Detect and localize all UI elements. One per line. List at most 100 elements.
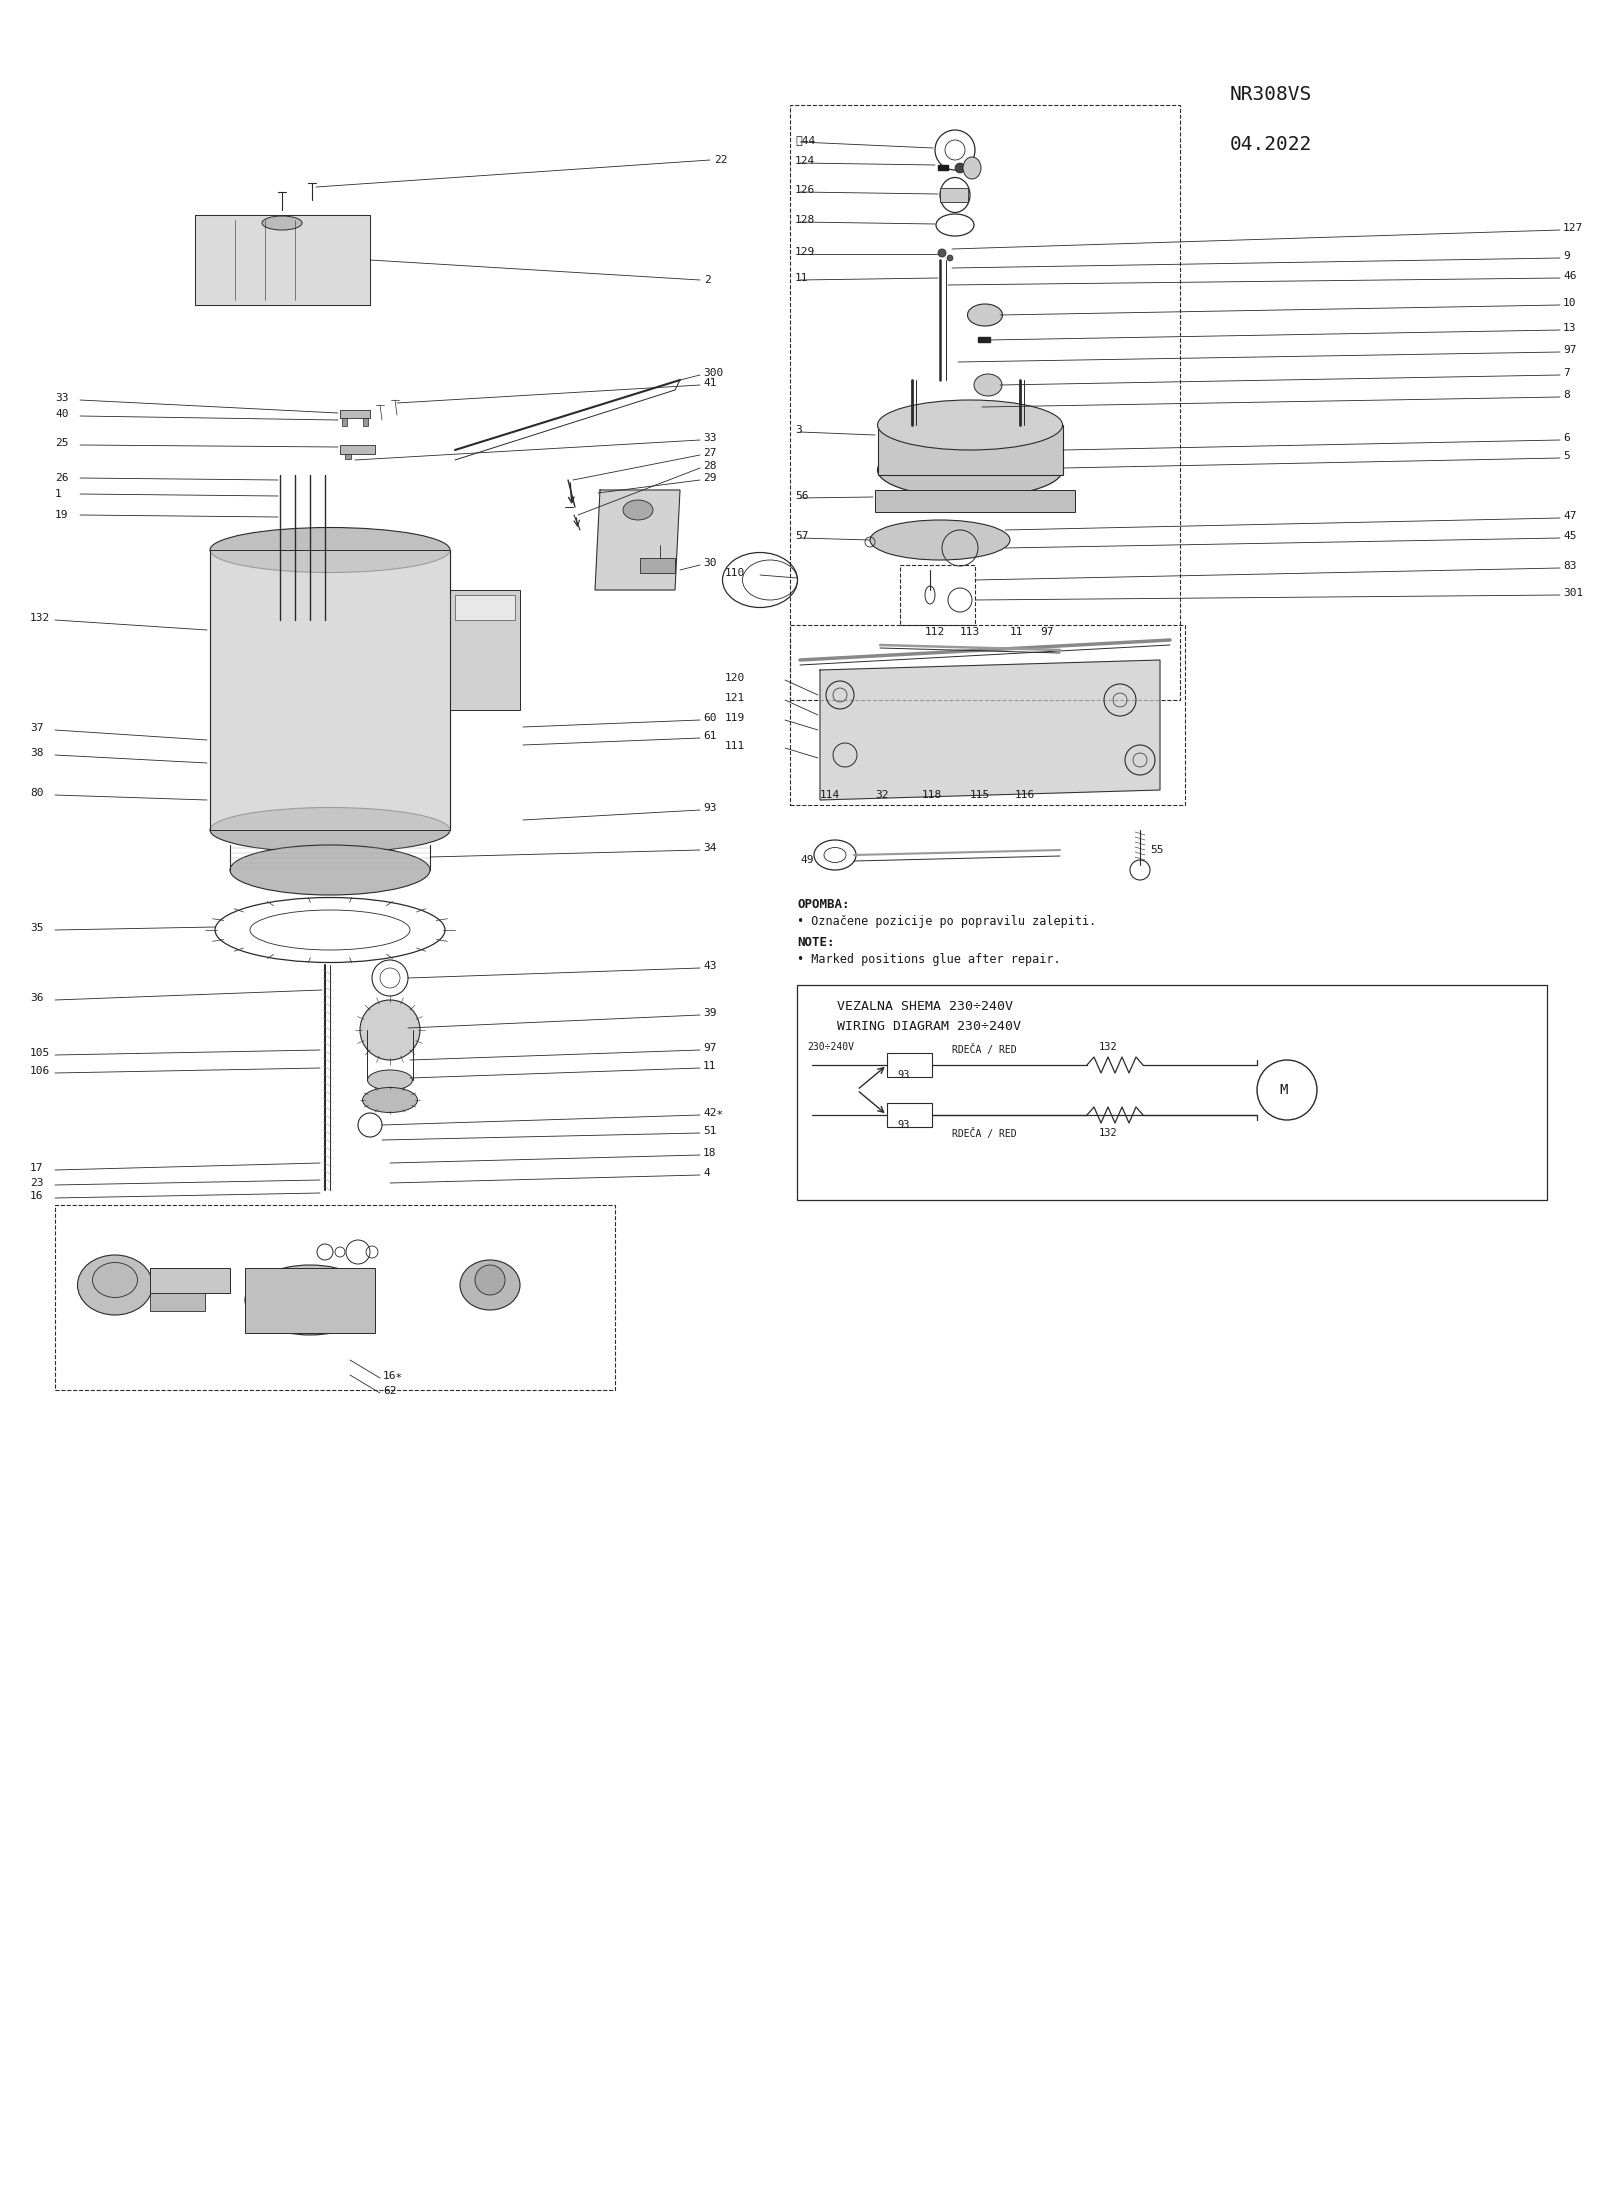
Text: 132: 132 (30, 614, 50, 623)
Bar (150, 1294, 205, 1312)
Text: 35: 35 (30, 923, 43, 934)
Text: 97: 97 (702, 1042, 717, 1053)
Text: 51: 51 (702, 1126, 717, 1135)
Ellipse shape (363, 1089, 418, 1113)
Polygon shape (210, 550, 450, 830)
Text: 57: 57 (795, 530, 808, 541)
Text: 49: 49 (800, 854, 813, 866)
Ellipse shape (262, 216, 302, 230)
Bar (640, 559, 675, 574)
Text: 128: 128 (795, 214, 816, 225)
Text: 120: 120 (725, 673, 746, 682)
Text: 132: 132 (1099, 1042, 1118, 1051)
Text: 17: 17 (30, 1164, 43, 1172)
Text: 04.2022: 04.2022 (1230, 135, 1312, 155)
Ellipse shape (622, 499, 653, 521)
Polygon shape (595, 490, 680, 590)
Text: 127: 127 (1563, 223, 1584, 234)
Ellipse shape (77, 1254, 152, 1316)
Ellipse shape (210, 528, 450, 572)
Text: 16: 16 (30, 1190, 43, 1201)
Ellipse shape (210, 808, 450, 852)
Ellipse shape (877, 400, 1062, 450)
Text: 37: 37 (30, 722, 43, 733)
Text: 93: 93 (898, 1119, 909, 1130)
Text: 110: 110 (725, 567, 746, 578)
Text: 11: 11 (795, 274, 808, 283)
Bar (875, 490, 1075, 512)
Ellipse shape (245, 1265, 374, 1336)
Text: 80: 80 (30, 788, 43, 797)
Text: 93: 93 (702, 804, 717, 813)
Text: 40: 40 (54, 408, 69, 420)
Text: 60: 60 (702, 713, 717, 722)
Text: VEZALNA SHEMA 230÷240V: VEZALNA SHEMA 230÷240V (837, 1000, 1013, 1013)
Text: 132: 132 (1099, 1128, 1118, 1137)
Text: 118: 118 (922, 790, 942, 799)
Polygon shape (978, 338, 990, 342)
Text: 300: 300 (702, 369, 723, 378)
Bar (790, 106, 1181, 700)
Ellipse shape (475, 1265, 506, 1296)
Text: RDEČA / RED: RDEČA / RED (952, 1044, 1016, 1055)
Ellipse shape (360, 1000, 419, 1060)
Text: 11: 11 (1010, 627, 1024, 636)
Text: 116: 116 (1014, 790, 1035, 799)
Text: WIRING DIAGRAM 230÷240V: WIRING DIAGRAM 230÷240V (837, 1020, 1021, 1033)
Bar (878, 424, 1062, 475)
Bar (899, 565, 974, 625)
Polygon shape (819, 660, 1160, 799)
Text: 36: 36 (30, 994, 43, 1002)
Polygon shape (938, 166, 947, 170)
Ellipse shape (968, 305, 1003, 327)
Polygon shape (974, 404, 986, 411)
Text: 230÷240V: 230÷240V (806, 1042, 854, 1051)
Text: 83: 83 (1563, 561, 1576, 572)
Text: 26: 26 (54, 473, 69, 484)
Bar (54, 1206, 614, 1391)
Text: 27: 27 (702, 448, 717, 457)
Ellipse shape (870, 521, 1010, 561)
Text: 47: 47 (1563, 510, 1576, 521)
Text: 106: 106 (30, 1066, 50, 1075)
Circle shape (955, 163, 965, 172)
Text: 121: 121 (725, 693, 746, 702)
Text: 33: 33 (54, 393, 69, 404)
Text: 113: 113 (960, 627, 981, 636)
Text: NOTE:: NOTE: (797, 936, 835, 949)
Polygon shape (195, 214, 370, 305)
Text: 18: 18 (702, 1148, 717, 1157)
Text: 28: 28 (702, 461, 717, 470)
Text: 25: 25 (54, 437, 69, 448)
Text: • Marked positions glue after repair.: • Marked positions glue after repair. (797, 954, 1061, 967)
Text: 16∗: 16∗ (382, 1371, 403, 1380)
Text: 42∗: 42∗ (702, 1108, 723, 1117)
Circle shape (938, 250, 946, 256)
Text: 105: 105 (30, 1049, 50, 1058)
Text: 46: 46 (1563, 272, 1576, 280)
Text: 2: 2 (704, 276, 710, 285)
Ellipse shape (368, 1071, 413, 1091)
Bar (150, 1267, 230, 1294)
Text: RDEČA / RED: RDEČA / RED (952, 1128, 1016, 1139)
Bar (339, 411, 370, 417)
Text: 3: 3 (795, 424, 802, 435)
Text: 9: 9 (1563, 252, 1570, 261)
Text: 5: 5 (1563, 450, 1570, 461)
Text: 97: 97 (1040, 627, 1053, 636)
Text: 62: 62 (382, 1387, 397, 1395)
Text: 112: 112 (925, 627, 946, 636)
Text: 124: 124 (795, 157, 816, 166)
Text: • Označene pozicije po popravilu zalepiti.: • Označene pozicije po popravilu zalepit… (797, 916, 1096, 930)
Text: M: M (1278, 1082, 1288, 1097)
Text: 23: 23 (30, 1179, 43, 1188)
Text: 33: 33 (702, 433, 717, 444)
Text: 56: 56 (795, 490, 808, 501)
Text: 39: 39 (702, 1009, 717, 1018)
Text: 301: 301 (1563, 587, 1584, 598)
Ellipse shape (963, 157, 981, 179)
Ellipse shape (93, 1263, 138, 1298)
Text: 34: 34 (702, 843, 717, 852)
Text: 45: 45 (1563, 530, 1576, 541)
Text: 41: 41 (702, 378, 717, 389)
